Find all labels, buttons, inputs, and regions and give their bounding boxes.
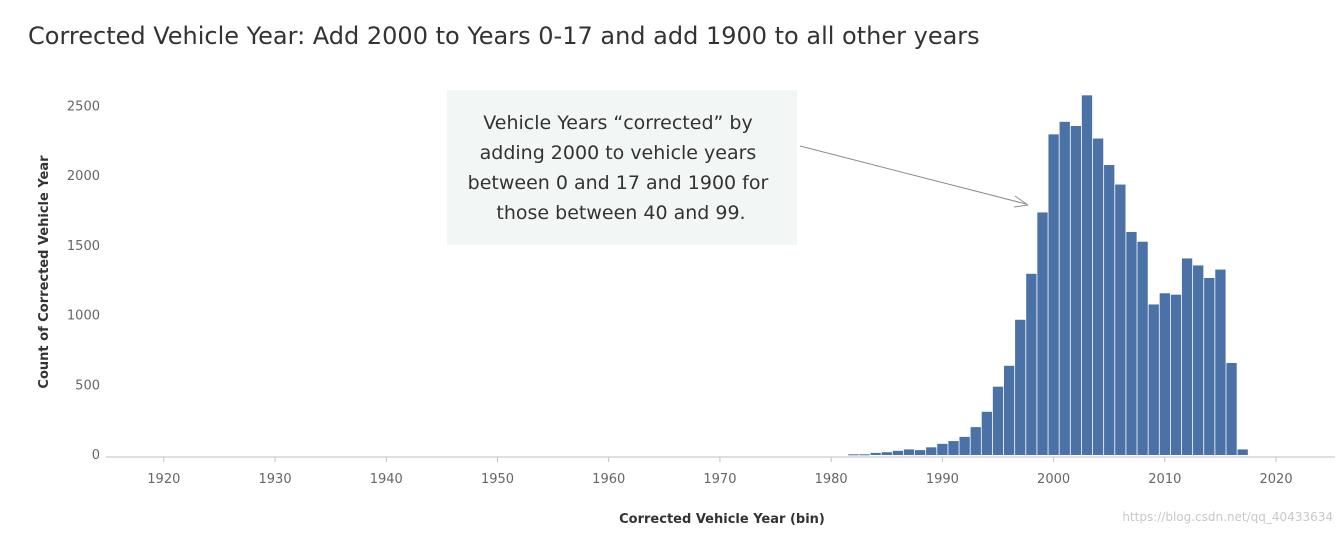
x-tick-label: 1970: [703, 472, 736, 487]
bar: [970, 427, 981, 455]
bar: [903, 449, 915, 455]
y-tick-label: 1000: [67, 309, 100, 324]
bar: [959, 436, 970, 455]
y-tick-label: 2000: [67, 169, 100, 184]
bar: [1003, 365, 1015, 455]
bars: [848, 95, 1248, 456]
bar: [1215, 269, 1226, 455]
y-tick-label: 2500: [67, 99, 100, 114]
annotation-text: Vehicle Years “corrected” by adding 2000…: [468, 112, 775, 224]
bar: [859, 454, 870, 456]
bar: [914, 450, 926, 455]
bar: [1204, 277, 1215, 455]
x-tick-label: 1920: [147, 472, 180, 487]
bar: [1226, 362, 1237, 455]
bar: [948, 441, 959, 455]
bar: [1159, 293, 1170, 455]
bar: [1092, 138, 1104, 456]
y-tick-label: 1500: [67, 239, 100, 254]
bar: [1048, 134, 1059, 455]
bar: [1015, 319, 1026, 455]
annotation-arrow-head: [1013, 195, 1029, 208]
x-tick-label: 1990: [926, 472, 959, 487]
bar: [881, 452, 892, 455]
bar: [892, 450, 904, 455]
bar: [992, 386, 1004, 455]
annotation-line: those between 40 and 99.: [496, 202, 745, 224]
bar: [1081, 95, 1093, 455]
annotation-line: Vehicle Years “corrected” by: [483, 112, 752, 134]
x-tick-label: 1930: [259, 472, 292, 487]
y-tick-label: 500: [75, 378, 100, 393]
bar: [1104, 165, 1115, 456]
x-axis-ticks: 1920 1930 1940 1950 1960 1970 1980 1990 2000 2010…: [147, 457, 1293, 487]
annotation-line: between 0 and 17 and 1900 for: [468, 172, 769, 194]
x-tick-label: 1960: [592, 472, 625, 487]
bar: [848, 454, 859, 456]
annotation-callout: Vehicle Years “corrected” by adding 2000…: [447, 90, 1029, 245]
chart-title: Corrected Vehicle Year: Add 2000 to Year…: [28, 22, 980, 50]
bar: [1148, 304, 1159, 455]
bar: [1170, 294, 1182, 455]
annotation-arrow-line: [799, 145, 1027, 205]
annotation-line: adding 2000 to vehicle years: [480, 142, 757, 164]
watermark-text: https://blog.csdn.net/qq_40433634: [1122, 510, 1333, 524]
x-tick-label: 1950: [481, 472, 514, 487]
bar: [1237, 449, 1248, 455]
y-axis-ticks: 0 500 1000 1500 2000 2500: [67, 99, 100, 463]
bar: [937, 443, 948, 455]
x-axis-label: Corrected Vehicle Year (bin): [619, 512, 825, 527]
x-tick-label: 2000: [1037, 472, 1070, 487]
bar: [1126, 231, 1137, 455]
y-tick-label: 0: [92, 448, 100, 463]
x-tick-label: 1940: [370, 472, 403, 487]
annotation-box: [447, 90, 797, 245]
bar: [1137, 241, 1148, 455]
x-tick-label: 1980: [815, 472, 848, 487]
bar: [1115, 184, 1126, 456]
bar: [1037, 212, 1048, 455]
bar: [1070, 126, 1082, 455]
bar: [1181, 258, 1193, 455]
y-axis-label: Count of Corrected Vehicle Year: [37, 155, 52, 389]
bar: [1026, 273, 1037, 455]
bar: [1193, 265, 1204, 455]
bar: [981, 411, 993, 455]
x-tick-label: 2010: [1148, 472, 1181, 487]
bar: [926, 447, 937, 455]
bar: [1059, 121, 1070, 455]
x-tick-label: 2020: [1260, 472, 1293, 487]
bar: [870, 452, 881, 455]
